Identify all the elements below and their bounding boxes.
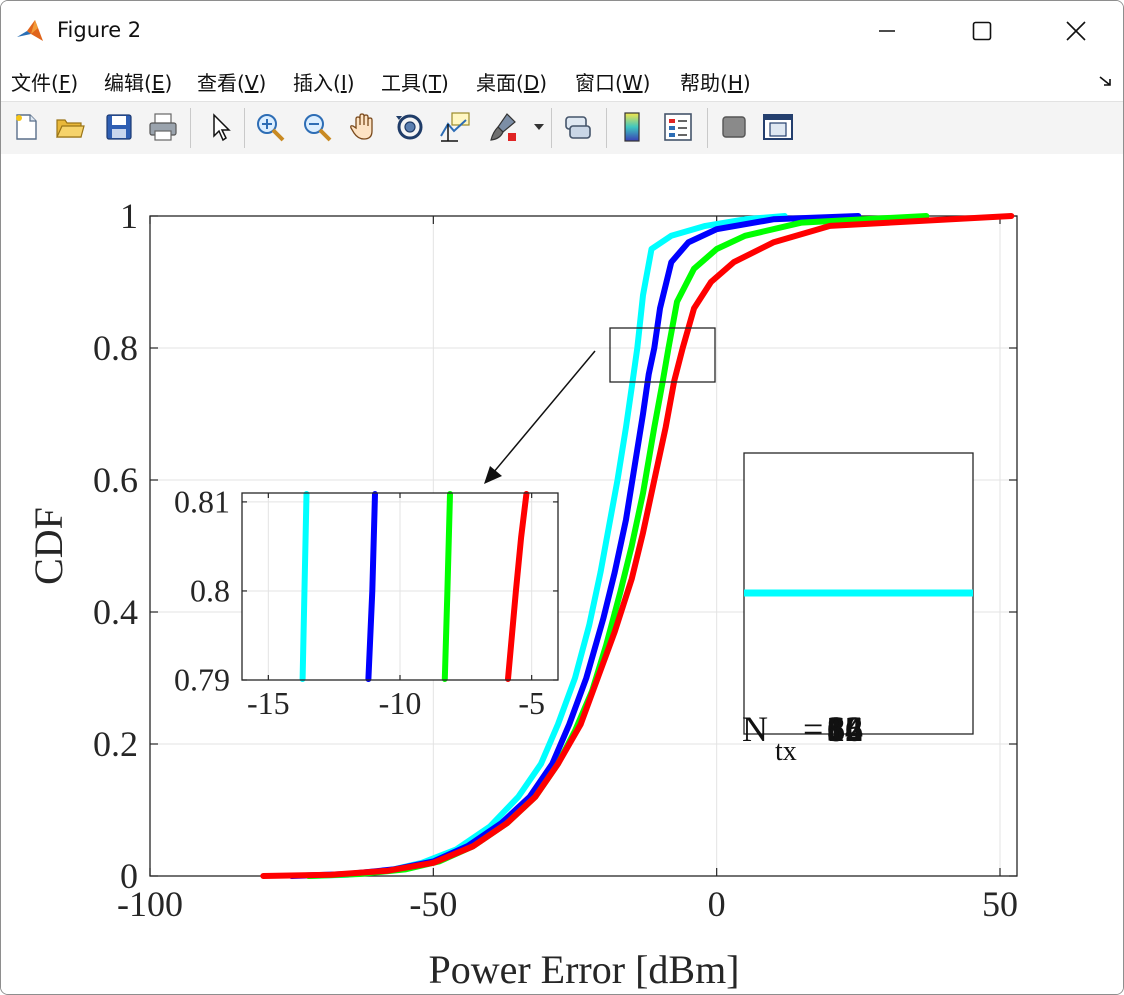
close-button[interactable] [1030, 1, 1122, 61]
inset-y-tick-labels: 0.79 0.8 0.81 [174, 483, 230, 697]
matlab-logo-icon [15, 17, 45, 47]
rotate-3d-icon[interactable] [393, 110, 427, 144]
zoom-out-icon[interactable] [300, 110, 334, 144]
pan-hand-icon[interactable] [347, 110, 381, 144]
maximize-button[interactable] [936, 1, 1028, 61]
main-y-tick-label: 0 [120, 856, 138, 896]
legend-value-64: 64 [827, 709, 863, 749]
menu-view[interactable]: 查看(V) [197, 71, 267, 95]
link-plot-icon[interactable] [561, 110, 595, 144]
x-axis-label: Power Error [dBm] [428, 947, 739, 992]
figure-toolbar [1, 101, 1123, 155]
y-axis-label: CDF [26, 507, 71, 585]
zoom-arrow-line [487, 350, 596, 480]
main-ticks [149, 215, 1017, 877]
main-y-tick-labels: 0 0.2 0.4 0.6 0.8 1 [93, 196, 138, 896]
inset-x-tick-labels: -15 -10 -5 [247, 685, 545, 721]
main-y-tick-label: 0.6 [93, 460, 138, 500]
menu-file[interactable]: 文件(F) [11, 71, 79, 95]
hide-plot-tools-icon[interactable] [717, 110, 751, 144]
legend-label-n: N [742, 709, 768, 749]
inset-series-line-1 [365, 491, 378, 682]
minimize-icon [879, 30, 895, 32]
select-pointer-icon[interactable] [203, 110, 237, 144]
menu-bar: 文件(F) 编辑(E) 查看(V) 插入(I) 工具(T) 桌面(D) 窗口(W… [1, 63, 1123, 99]
inset-x-tick-label: -10 [379, 685, 422, 721]
menu-edit[interactable]: 编辑(E) [104, 71, 173, 95]
title-bar[interactable]: Figure 2 [1, 1, 1123, 61]
show-plot-tools-icon[interactable] [761, 110, 795, 144]
toolbar-separator [190, 108, 191, 148]
dock-arrow-icon[interactable] [1098, 75, 1114, 89]
menu-help[interactable]: 帮助(H) [680, 71, 751, 95]
legend-label-tx: tx [775, 736, 797, 767]
colorbar-icon[interactable] [615, 110, 649, 144]
inset-series-line-2 [441, 491, 453, 682]
toolbar-separator [606, 108, 607, 148]
inset-series-group [299, 491, 530, 682]
toolbar-separator [551, 108, 552, 148]
inset-y-tick-label: 0.79 [174, 662, 230, 698]
menu-insert[interactable]: 插入(I) [293, 71, 355, 95]
legend-label-equals: = [803, 709, 823, 749]
save-icon[interactable] [102, 110, 136, 144]
main-x-tick-label: -50 [409, 884, 457, 924]
legend-icon[interactable] [661, 110, 695, 144]
zoom-in-icon[interactable] [253, 110, 287, 144]
brush-dropdown-icon[interactable] [533, 122, 545, 132]
main-x-tick-label: 0 [708, 884, 726, 924]
plot-svg: -100 -50 0 50 00.20.40.60.81 Power Error [d… [26, 196, 1018, 992]
zoom-region-box [609, 327, 716, 383]
inset-series-line-3 [505, 491, 530, 682]
main-series-line-3 [260, 213, 1015, 879]
menu-desktop[interactable]: 桌面(D) [476, 71, 548, 95]
menu-window[interactable]: 窗口(W) [575, 71, 651, 95]
inset-series-line-0 [299, 491, 310, 682]
brush-icon[interactable] [487, 110, 521, 144]
menu-tools[interactable]: 工具(T) [381, 71, 449, 95]
main-y-tick-label: 1 [120, 196, 138, 236]
open-file-icon[interactable] [53, 110, 87, 144]
inset-ticks [242, 493, 558, 681]
data-cursor-icon[interactable] [438, 110, 472, 144]
new-figure-icon[interactable] [9, 110, 43, 144]
main-y-tick-label: 0.8 [93, 328, 138, 368]
main-axes-box [149, 215, 1018, 877]
zoom-arrow-head [484, 466, 502, 484]
main-y-tick-label: 0.2 [93, 724, 138, 764]
close-icon [1066, 21, 1086, 41]
legend-value-16: 16 [827, 709, 863, 749]
main-y-tick-label: 0.4 [93, 592, 138, 632]
figure-canvas: -100 -50 0 50 0 0.2 0.4 0.6 0.8 1 Power Error [d… [1, 154, 1123, 994]
toolbar-separator [707, 108, 708, 148]
main-x-tick-label: -100 [117, 884, 183, 924]
main-x-tick-label: 50 [982, 884, 1018, 924]
inset-y-tick-label: 0.8 [190, 573, 230, 609]
inset-x-tick-label: -5 [518, 685, 545, 721]
maximize-icon [972, 21, 992, 41]
legend-value-32: 32 [827, 709, 863, 749]
print-icon[interactable] [146, 110, 180, 144]
legend-value-8: 8 [827, 709, 845, 749]
main-x-tick-labels: -100 -50 0 50 [117, 884, 1018, 924]
minimize-button[interactable] [841, 1, 933, 61]
inset-x-tick-label: -15 [247, 685, 290, 721]
window-title: Figure 2 [57, 18, 142, 42]
inset-y-tick-label: 0.81 [174, 483, 230, 519]
main-series-group [260, 213, 1015, 879]
toolbar-separator [244, 108, 245, 148]
